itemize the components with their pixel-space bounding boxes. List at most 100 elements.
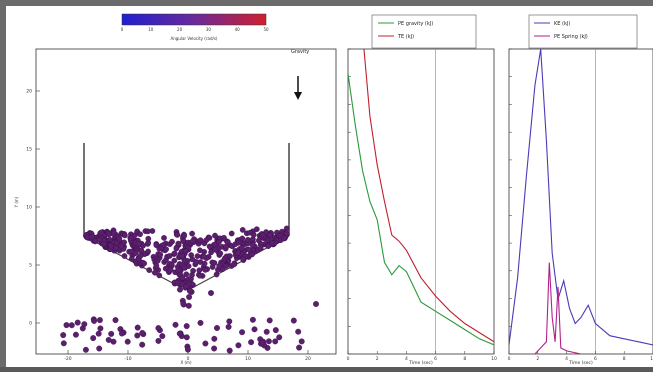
- plot1-legend: PE gravity (kJ) TE (kJ): [371, 14, 477, 49]
- particle: [118, 330, 125, 337]
- particle: [227, 253, 233, 259]
- particle: [221, 234, 227, 241]
- particle: [98, 229, 105, 236]
- plot2-xtick-label: 6: [594, 356, 597, 362]
- particle: [189, 238, 196, 244]
- particle: [197, 247, 203, 254]
- particle: [223, 243, 229, 250]
- particle: [155, 325, 162, 332]
- particle: [139, 329, 146, 336]
- particle: [180, 238, 186, 245]
- particle: [116, 235, 123, 242]
- particle: [122, 232, 128, 239]
- particle: [212, 232, 218, 239]
- particle: [97, 325, 104, 332]
- particle: [202, 267, 209, 273]
- particle: [106, 231, 112, 238]
- particle: [211, 345, 218, 352]
- particle: [124, 338, 131, 345]
- particle: [212, 246, 219, 253]
- particle: [216, 263, 223, 269]
- particle: [276, 334, 283, 341]
- particle: [235, 249, 241, 256]
- particle: [68, 322, 75, 329]
- particle: [253, 226, 260, 233]
- particle: [156, 272, 163, 279]
- plot2-xtick-label: 10: [650, 356, 653, 362]
- particle: [208, 290, 214, 296]
- particle: [223, 263, 229, 269]
- colorbar-tick-label: 30: [206, 27, 212, 32]
- legend-ke-label: KE (kJ): [554, 21, 570, 27]
- particle: [249, 242, 256, 248]
- particle: [200, 253, 207, 260]
- plot2-series-0-line: [509, 49, 653, 346]
- particle: [290, 317, 297, 324]
- plot2-series-1-line: [509, 262, 653, 354]
- particle: [72, 331, 79, 338]
- energy-plot-2: 0 2 4 6 8 10 KE (kJ) PE Spring (kJ) Time (sec…: [508, 14, 653, 366]
- particle: [185, 302, 192, 309]
- particle: [226, 347, 233, 354]
- particle: [214, 325, 220, 331]
- particle: [283, 230, 290, 237]
- colorbar-label: Angular Velocity (rad/s): [171, 36, 218, 41]
- particle: [183, 271, 190, 278]
- plot1-series-1-line: [363, 49, 494, 343]
- particle: [236, 239, 243, 246]
- colorbar-tick-label: 40: [235, 27, 241, 32]
- particle: [249, 316, 256, 323]
- particle: [183, 334, 190, 341]
- particle: [89, 233, 95, 240]
- particle: [259, 339, 266, 346]
- particle: [167, 266, 174, 273]
- particle: [257, 245, 264, 252]
- particle: [246, 246, 253, 253]
- particle: [281, 235, 287, 241]
- particle: [81, 321, 88, 328]
- particle: [228, 230, 235, 237]
- particle: [121, 253, 128, 259]
- particle: [139, 341, 146, 348]
- particle: [160, 242, 167, 248]
- colorbar: 0 10 20 30 40 50 Angular Velocity (rad/s): [121, 13, 269, 41]
- particle: [91, 317, 98, 324]
- particle: [146, 267, 153, 273]
- plot2-legend: KE (kJ) PE Spring (kJ): [528, 14, 638, 49]
- particle: [194, 253, 201, 259]
- particle: [134, 332, 141, 339]
- particle: [138, 247, 145, 254]
- particle: [108, 330, 115, 337]
- particle: [175, 267, 182, 274]
- plot1-xtick-label: 0: [347, 356, 350, 362]
- particle: [141, 260, 148, 267]
- particle: [189, 230, 195, 237]
- particle: [96, 317, 103, 324]
- legend-te-label: TE (kJ): [397, 34, 414, 40]
- particle: [90, 335, 97, 342]
- particle: [112, 317, 119, 324]
- particle: [137, 231, 143, 238]
- particle: [217, 250, 224, 257]
- particles: [60, 225, 319, 354]
- simulation-axes-frame: [35, 48, 337, 355]
- particle: [174, 232, 181, 238]
- particle: [108, 242, 114, 249]
- gravity-label: Gravity: [291, 49, 309, 55]
- colorbar-tick-label: 50: [263, 27, 269, 32]
- particle: [132, 250, 139, 256]
- particle: [231, 261, 237, 268]
- particle: [206, 243, 213, 250]
- particle: [162, 265, 169, 272]
- particle: [203, 237, 210, 244]
- particle: [181, 264, 188, 271]
- particle: [225, 323, 232, 330]
- particle: [180, 300, 187, 307]
- particle: [145, 239, 152, 246]
- colorbar-tick-label: 0: [121, 27, 124, 32]
- particle: [171, 250, 178, 257]
- particle: [175, 240, 182, 247]
- colorbar-tick-label: 20: [177, 27, 183, 32]
